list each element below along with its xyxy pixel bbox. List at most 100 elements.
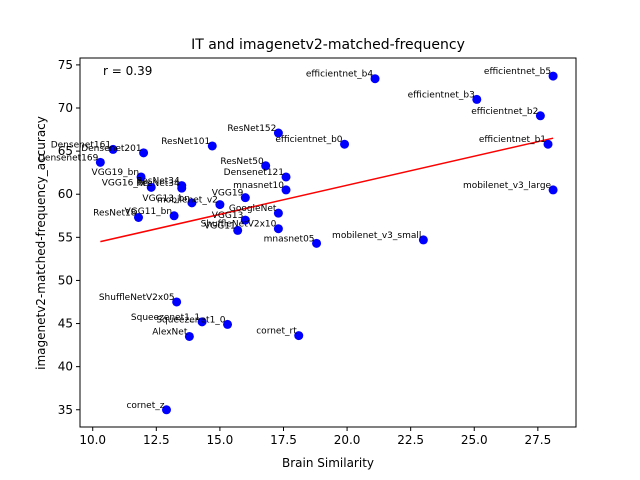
point-label: ShuffleNetV2x10: [201, 220, 277, 230]
data-point: [187, 198, 197, 208]
point-label: mobilenet_v3_small: [332, 231, 421, 241]
point-label: VGG13_bn: [142, 194, 189, 204]
data-point: [281, 185, 291, 195]
x-tick-label: 15.0: [207, 433, 234, 447]
point-label: VGG11_bn: [125, 207, 172, 217]
point-label: AlexNet: [152, 327, 188, 337]
data-point: [535, 111, 545, 121]
point-label: efficientnet_b5: [484, 67, 551, 77]
point-label: VGG16_bn: [102, 178, 149, 188]
data-point: [108, 144, 118, 154]
y-tick-label: 35: [58, 403, 73, 417]
data-point: [233, 225, 243, 235]
x-tick-label: 22.5: [397, 433, 424, 447]
y-tick-label: 40: [58, 360, 73, 374]
point-label: efficientnet_b1: [479, 135, 546, 145]
data-point: [240, 215, 250, 225]
y-axis-label: imagenetv2-matched-frequency_accuracy: [34, 116, 48, 370]
chart-title: IT and imagenetv2-matched-frequency: [191, 37, 465, 53]
point-label: mnasnet05: [264, 234, 315, 244]
data-point: [207, 141, 217, 151]
point-label: ShuffleNetV2x05: [99, 293, 175, 303]
data-point: [548, 185, 558, 195]
x-tick-label: 12.5: [143, 433, 170, 447]
regression-line-group: [100, 137, 554, 243]
y-tick-label: 65: [58, 144, 73, 158]
data-point: [548, 71, 558, 81]
point-label: Squeezenet1_1: [131, 313, 200, 323]
point-label: Densenet161: [51, 140, 111, 150]
point-label: ResNet152: [227, 124, 276, 134]
data-point: [294, 331, 304, 341]
data-point: [215, 200, 225, 210]
point-label: ResNet34: [136, 177, 180, 187]
data-point: [139, 148, 149, 158]
x-tick-label: 25.0: [461, 433, 488, 447]
data-point: [197, 317, 207, 327]
data-point: [418, 235, 428, 245]
data-point: [134, 212, 144, 222]
point-label: mnasnet10: [233, 181, 284, 191]
point-label: ResNet34: [136, 179, 180, 189]
data-point: [184, 331, 194, 341]
x-tick-label: 17.5: [270, 433, 297, 447]
y-tick-label: 45: [58, 317, 73, 331]
point-label: Squeezenet1_0: [156, 315, 225, 325]
data-point: [169, 211, 179, 221]
data-point: [146, 182, 156, 192]
point-label: GoogleNet: [229, 204, 277, 214]
data-point: [340, 139, 350, 149]
y-tick-label: 55: [58, 230, 73, 244]
data-point: [281, 172, 291, 182]
data-point: [472, 94, 482, 104]
data-point: [273, 224, 283, 234]
point-label: mobilenet_v3_large: [463, 181, 552, 191]
x-tick-label: 27.5: [524, 433, 551, 447]
point-label: efficientnet_b0: [275, 135, 342, 145]
data-point: [172, 297, 182, 307]
point-label: efficientnet_b3: [408, 90, 475, 100]
point-label: efficientnet_b2: [471, 107, 538, 117]
data-point: [161, 405, 171, 415]
point-label: cornet_z: [126, 401, 164, 411]
data-point: [95, 157, 105, 167]
data-point: [370, 74, 380, 84]
data-point: [273, 208, 283, 218]
points-group: [95, 71, 558, 415]
x-tick-label: 20.0: [334, 433, 361, 447]
data-point: [136, 172, 146, 182]
point-label: Densenet121: [224, 168, 284, 178]
y-axis: 35 40 45 50 55 60 65 70 75: [58, 58, 80, 417]
plot-frame: [79, 57, 577, 428]
regression-line: [100, 137, 554, 243]
point-label: VGG19: [212, 189, 244, 199]
data-point: [177, 183, 187, 193]
data-point: [223, 319, 233, 329]
data-point: [261, 161, 271, 171]
point-label: VGG13: [212, 211, 244, 221]
data-point: [312, 238, 322, 248]
point-label: ResNet18: [93, 208, 137, 218]
x-axis: 10.0 12.5 15.0 17.5 20.0 22.5 25.0 27.5: [79, 427, 551, 447]
point-label: VGG19_bn: [92, 168, 139, 178]
y-tick-label: 60: [58, 187, 73, 201]
y-tick-label: 70: [58, 101, 73, 115]
point-label: Densenet201: [81, 144, 141, 154]
point-label: cornet_rt: [256, 327, 297, 337]
point-label: efficientnet_b4: [306, 70, 373, 80]
point-labels-group: efficientnet_b5 efficientnet_b4 efficientn…: [38, 67, 552, 411]
data-point: [240, 193, 250, 203]
data-point: [543, 139, 553, 149]
point-label: Densenet169: [38, 153, 99, 163]
x-tick-label: 10.0: [79, 433, 106, 447]
data-point: [273, 128, 283, 138]
point-label: mobilenet_v2: [157, 196, 218, 206]
point-label: VGG11: [204, 221, 236, 231]
point-label: ResNet101: [161, 137, 210, 147]
point-label: ResNet50: [220, 157, 264, 167]
y-tick-label: 50: [58, 273, 73, 287]
correlation-annotation: r = 0.39: [103, 64, 152, 78]
x-axis-label: Brain Similarity: [282, 456, 374, 470]
y-tick-label: 75: [58, 58, 73, 72]
